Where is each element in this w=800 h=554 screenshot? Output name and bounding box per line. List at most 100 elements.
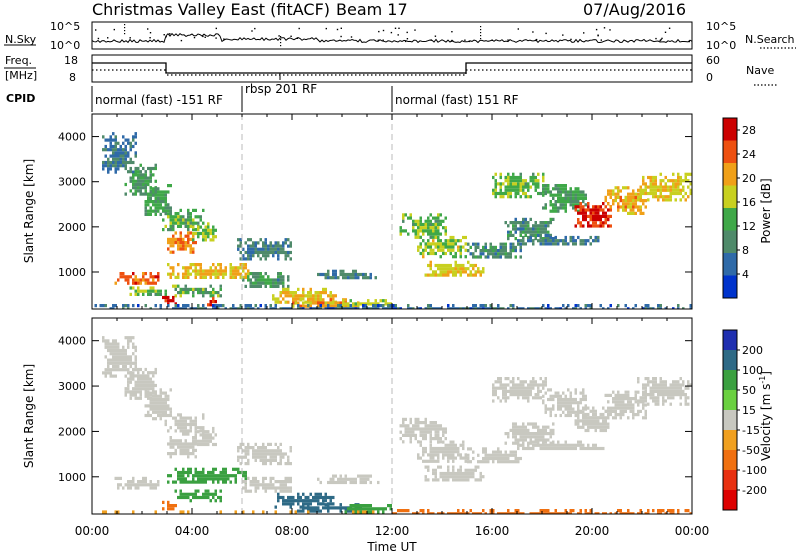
heatmap-cell <box>144 367 147 372</box>
heatmap-cell <box>214 492 217 496</box>
heatmap-cell <box>442 471 445 476</box>
heatmap-cell <box>212 228 215 232</box>
heatmap-cell <box>422 453 425 457</box>
heatmap-cell <box>422 248 425 252</box>
heatmap-cell <box>207 439 210 443</box>
heatmap-cell <box>417 424 420 428</box>
heatmap-cell <box>219 294 222 298</box>
heatmap-cell <box>162 397 165 402</box>
heatmap-cell <box>189 244 192 248</box>
heatmap-cell <box>642 179 645 183</box>
heatmap-cell <box>284 483 287 487</box>
heatmap-cell <box>232 467 235 471</box>
heatmap-cell <box>507 195 510 199</box>
heatmap-cell <box>592 224 595 228</box>
heatmap-cell <box>584 193 587 197</box>
heatmap-cell <box>137 182 140 187</box>
heatmap-cell <box>129 275 132 279</box>
heatmap-cell <box>274 241 277 245</box>
heatmap-cell <box>212 430 215 434</box>
heatmap-cell <box>274 244 277 248</box>
heatmap-cell <box>492 509 495 513</box>
heatmap-cell <box>194 419 197 423</box>
heatmap-cell <box>677 512 680 514</box>
heatmap-cell <box>212 291 215 295</box>
heatmap-cell <box>564 200 567 204</box>
heatmap-cell <box>294 291 297 295</box>
heatmap-cell <box>684 402 687 406</box>
heatmap-cell <box>554 184 557 188</box>
x-tick-label: 00:00 <box>675 524 710 538</box>
nsearch-dot <box>382 29 385 32</box>
heatmap-cell <box>587 205 590 209</box>
heatmap-cell <box>687 396 690 400</box>
heatmap-cell <box>652 386 655 390</box>
heatmap-cell <box>672 185 675 189</box>
heatmap-cell <box>689 307 692 309</box>
heatmap-cell <box>637 198 640 202</box>
heatmap-cell <box>539 242 542 246</box>
heatmap-cell <box>527 443 530 447</box>
heatmap-cell <box>199 480 202 484</box>
heatmap-cell <box>319 272 322 277</box>
heatmap-cell <box>194 426 197 431</box>
heatmap-cell <box>174 504 177 508</box>
heatmap-cell <box>534 438 537 442</box>
heatmap-cell <box>617 192 620 196</box>
heatmap-cell <box>504 396 507 400</box>
heatmap-cell <box>259 284 262 288</box>
heatmap-cell <box>449 239 452 243</box>
heatmap-cell <box>262 442 265 446</box>
heatmap-cell <box>472 471 475 476</box>
heatmap-cell <box>512 179 515 183</box>
heatmap-cell <box>652 396 655 400</box>
heatmap-cell <box>172 215 175 219</box>
heatmap-cell <box>514 422 517 426</box>
heatmap-cell <box>549 235 552 240</box>
heatmap-cell <box>502 456 505 461</box>
heatmap-cell <box>257 281 260 285</box>
nsearch-dot <box>97 37 100 40</box>
heatmap-cell <box>264 304 267 308</box>
heatmap-cell <box>557 401 560 405</box>
heatmap-cell <box>684 393 687 397</box>
heatmap-cell <box>437 427 440 431</box>
heatmap-cell <box>147 387 150 391</box>
heatmap-cell <box>562 239 565 243</box>
heatmap-cell <box>272 483 275 487</box>
heatmap-cell <box>174 304 177 308</box>
heatmap-cell <box>169 241 172 245</box>
heatmap-cell <box>367 477 370 481</box>
heatmap-cell <box>677 191 680 196</box>
heatmap-cell <box>269 483 272 487</box>
heatmap-cell <box>589 235 592 240</box>
heatmap-cell <box>449 456 452 460</box>
heatmap-cell <box>277 449 280 453</box>
heatmap-cell <box>524 386 527 390</box>
heatmap-cell <box>169 212 172 216</box>
heatmap-cell <box>659 179 662 183</box>
colorbar-swatch <box>723 118 737 141</box>
heatmap-cell <box>434 263 437 268</box>
colorbar-tick-label: 4 <box>742 268 749 281</box>
heatmap-cell <box>517 188 520 192</box>
heatmap-cell <box>434 307 437 309</box>
heatmap-cell <box>209 275 212 279</box>
heatmap-cell <box>122 358 125 362</box>
heatmap-cell <box>644 199 647 203</box>
heatmap-cell <box>552 237 555 241</box>
heatmap-cell <box>492 389 495 393</box>
heatmap-cell <box>549 446 552 451</box>
heatmap-cell <box>199 442 202 447</box>
heatmap-cell <box>389 507 392 511</box>
heatmap-cell <box>562 443 565 447</box>
heatmap-cell <box>569 410 572 414</box>
heatmap-cell <box>274 442 277 446</box>
heatmap-cell <box>647 175 650 180</box>
heatmap-cell <box>449 248 452 252</box>
heatmap-cell <box>339 477 342 481</box>
heatmap-cell <box>617 304 620 308</box>
heatmap-cell <box>587 428 590 433</box>
heatmap-cell <box>277 254 280 258</box>
